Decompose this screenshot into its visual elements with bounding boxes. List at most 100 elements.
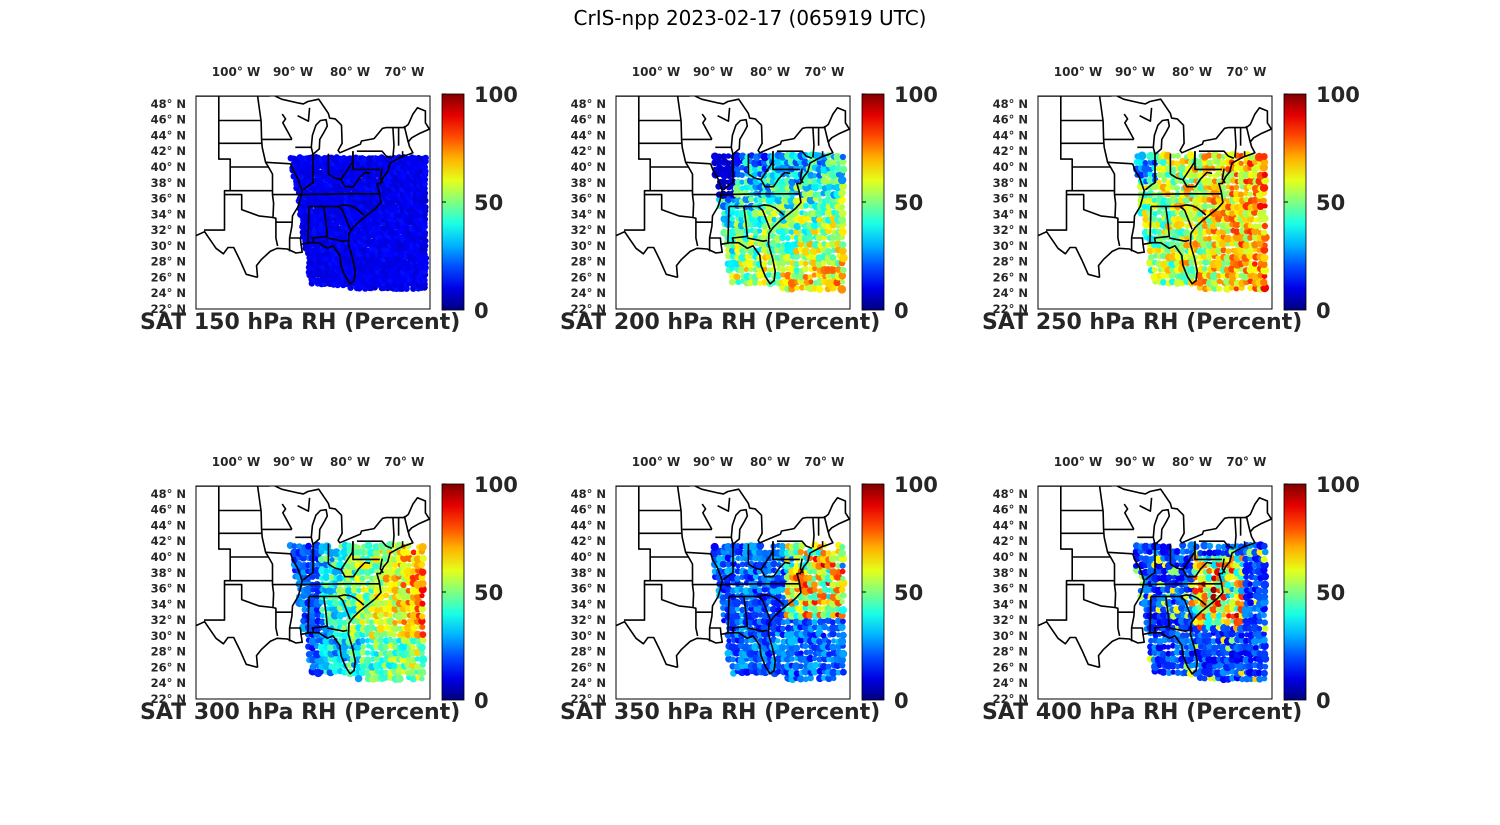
lat-tick-label: 26° N <box>571 660 606 674</box>
lat-tick-label: 28° N <box>151 255 186 269</box>
colorbar-tick-label: 100 <box>1316 473 1360 497</box>
colorbar-tick-label: 0 <box>474 689 489 713</box>
lat-tick-label: 48° N <box>571 97 606 111</box>
lat-tick-label: 24° N <box>151 286 186 300</box>
lat-tick-label: 22° N <box>151 692 186 706</box>
lat-tick-label: 44° N <box>993 128 1028 142</box>
map-panel-200hpa: 100° W 90° W 80° W 70° W 48° N 46° N 44° N 42° … <box>560 60 980 360</box>
lat-tick-label: 38° N <box>151 566 186 580</box>
lat-tick-label: 34° N <box>151 207 186 221</box>
lat-tick-label: 26° N <box>993 270 1028 284</box>
colorbar-tick-label: 50 <box>1316 191 1345 215</box>
colorbar-tick-label: 100 <box>474 83 518 107</box>
lat-tick-label: 34° N <box>571 597 606 611</box>
lat-tick-label: 26° N <box>151 660 186 674</box>
lat-tick-label: 38° N <box>571 176 606 190</box>
lat-tick-label: 42° N <box>993 144 1028 158</box>
lat-tick-label: 28° N <box>993 645 1028 659</box>
lat-tick-label: 44° N <box>993 518 1028 532</box>
colorbar-tick-label: 50 <box>894 191 923 215</box>
lon-tick-label: 90° W <box>693 65 733 79</box>
lon-tick-label: 70° W <box>804 65 844 79</box>
lon-tick-label: 100° W <box>1054 455 1102 469</box>
lat-tick-label: 32° N <box>571 223 606 237</box>
colorbar-tick-label: 0 <box>474 299 489 323</box>
lon-tick-label: 90° W <box>1115 455 1155 469</box>
colorbar-tick-label: 50 <box>474 191 503 215</box>
lat-tick-label: 40° N <box>571 160 606 174</box>
lon-tick-label: 70° W <box>384 455 424 469</box>
panel-title: SAT 250 hPa RH (Percent) <box>982 310 1303 335</box>
lat-tick-label: 22° N <box>993 302 1028 316</box>
lon-tick-label: 90° W <box>273 65 313 79</box>
rh-observation-dots <box>287 154 430 292</box>
panel-title: SAT 200 hPa RH (Percent) <box>560 310 881 335</box>
lat-tick-label: 46° N <box>571 503 606 517</box>
rh-observation-dots <box>710 541 848 683</box>
lat-tick-label: 22° N <box>571 692 606 706</box>
lat-tick-label: 36° N <box>151 582 186 596</box>
lat-tick-label: 32° N <box>993 613 1028 627</box>
colorbar-tick-label: 0 <box>1316 299 1331 323</box>
map-frame <box>615 485 851 700</box>
lon-tick-label: 80° W <box>1172 455 1212 469</box>
lon-tick-label: 70° W <box>1226 65 1266 79</box>
lat-tick-label: 40° N <box>993 550 1028 564</box>
lon-tick-label: 70° W <box>804 455 844 469</box>
lat-tick-label: 30° N <box>993 239 1028 253</box>
colorbar-tick-label: 0 <box>894 299 909 323</box>
map-frame <box>195 95 431 310</box>
lat-tick-label: 40° N <box>151 550 186 564</box>
map-frame <box>1037 95 1273 310</box>
map-panel-150hpa: 100° W 90° W 80° W 70° W 48° N 46° N 44° N 42° … <box>140 60 560 360</box>
panel-title: SAT 300 hPa RH (Percent) <box>140 700 461 725</box>
lat-tick-label: 42° N <box>993 534 1028 548</box>
lat-tick-label: 34° N <box>571 207 606 221</box>
lat-tick-label: 22° N <box>993 692 1028 706</box>
lat-tick-label: 28° N <box>151 645 186 659</box>
lat-tick-label: 48° N <box>993 97 1028 111</box>
map-panel-300hpa: 100° W 90° W 80° W 70° W 48° N 46° N 44° N 42° … <box>140 450 560 750</box>
colorbar-tick-label: 100 <box>1316 83 1360 107</box>
lat-tick-label: 46° N <box>151 503 186 517</box>
lat-tick-label: 48° N <box>151 487 186 501</box>
lat-tick-label: 46° N <box>151 113 186 127</box>
lat-tick-label: 44° N <box>151 518 186 532</box>
lat-tick-label: 30° N <box>571 239 606 253</box>
lon-tick-label: 80° W <box>330 65 370 79</box>
lat-tick-label: 38° N <box>993 176 1028 190</box>
lat-tick-label: 32° N <box>151 223 186 237</box>
lat-tick-label: 42° N <box>571 144 606 158</box>
lat-tick-label: 32° N <box>571 613 606 627</box>
lat-tick-label: 26° N <box>993 660 1028 674</box>
lat-tick-label: 44° N <box>571 128 606 142</box>
lat-tick-label: 32° N <box>993 223 1028 237</box>
lat-tick-label: 38° N <box>993 566 1028 580</box>
lon-tick-label: 100° W <box>632 455 680 469</box>
lon-tick-label: 80° W <box>330 455 370 469</box>
lat-tick-label: 40° N <box>151 160 186 174</box>
state-country-boundaries <box>1038 486 1272 675</box>
lat-tick-label: 22° N <box>571 302 606 316</box>
lat-tick-label: 38° N <box>151 176 186 190</box>
lat-tick-label: 42° N <box>151 144 186 158</box>
panel-title: SAT 350 hPa RH (Percent) <box>560 700 881 725</box>
lat-tick-label: 34° N <box>993 207 1028 221</box>
rh-observation-dots <box>1132 541 1270 684</box>
colorbar-tick-label: 100 <box>894 83 938 107</box>
lat-tick-label: 24° N <box>993 676 1028 690</box>
lon-tick-label: 100° W <box>212 455 260 469</box>
lon-tick-label: 80° W <box>1172 65 1212 79</box>
lon-tick-label: 90° W <box>273 455 313 469</box>
lat-tick-label: 30° N <box>151 629 186 643</box>
map-panel-400hpa: 100° W 90° W 80° W 70° W 48° N 46° N 44° N 42° … <box>982 450 1402 750</box>
lat-tick-label: 24° N <box>993 286 1028 300</box>
lat-tick-label: 36° N <box>151 192 186 206</box>
lat-tick-label: 30° N <box>151 239 186 253</box>
lat-tick-label: 40° N <box>993 160 1028 174</box>
colorbar-tick-label: 50 <box>1316 581 1345 605</box>
lat-tick-label: 36° N <box>571 192 606 206</box>
colorbar-tick-label: 100 <box>474 473 518 497</box>
lat-tick-label: 22° N <box>151 302 186 316</box>
lat-tick-label: 36° N <box>993 582 1028 596</box>
